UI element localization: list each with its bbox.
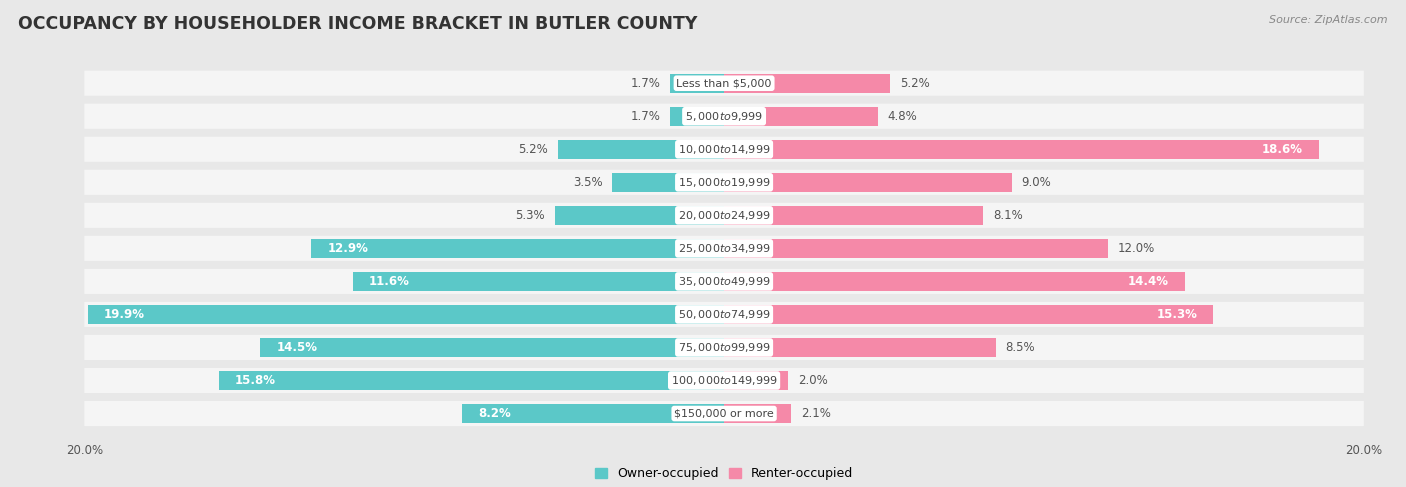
FancyBboxPatch shape	[84, 236, 1364, 261]
Text: 8.1%: 8.1%	[993, 209, 1022, 222]
Bar	[669, 107, 724, 126]
Bar	[558, 140, 724, 159]
Text: $20,000 to $24,999: $20,000 to $24,999	[678, 209, 770, 222]
Bar	[669, 74, 724, 93]
Text: 14.5%: 14.5%	[276, 341, 318, 354]
Text: 8.2%: 8.2%	[478, 407, 510, 420]
Bar	[554, 206, 724, 225]
FancyBboxPatch shape	[84, 368, 1364, 393]
Text: 18.6%: 18.6%	[1263, 143, 1303, 156]
Bar	[724, 140, 1319, 159]
Bar	[724, 305, 1213, 324]
Text: $25,000 to $34,999: $25,000 to $34,999	[678, 242, 770, 255]
Bar	[353, 272, 724, 291]
Text: $15,000 to $19,999: $15,000 to $19,999	[678, 176, 770, 189]
Bar	[260, 338, 724, 357]
Text: $50,000 to $74,999: $50,000 to $74,999	[678, 308, 770, 321]
Text: $10,000 to $14,999: $10,000 to $14,999	[678, 143, 770, 156]
Text: 1.7%: 1.7%	[630, 77, 661, 90]
Text: $100,000 to $149,999: $100,000 to $149,999	[671, 374, 778, 387]
Text: 19.9%: 19.9%	[104, 308, 145, 321]
FancyBboxPatch shape	[84, 335, 1364, 360]
Text: $5,000 to $9,999: $5,000 to $9,999	[685, 110, 763, 123]
Text: 3.5%: 3.5%	[572, 176, 603, 189]
Bar	[724, 74, 890, 93]
Bar	[724, 338, 995, 357]
FancyBboxPatch shape	[84, 269, 1364, 294]
Text: $35,000 to $49,999: $35,000 to $49,999	[678, 275, 770, 288]
Text: 5.3%: 5.3%	[516, 209, 546, 222]
Bar	[612, 173, 724, 192]
Bar	[724, 404, 792, 423]
Text: 8.5%: 8.5%	[1005, 341, 1035, 354]
Text: 14.4%: 14.4%	[1128, 275, 1168, 288]
Text: Source: ZipAtlas.com: Source: ZipAtlas.com	[1270, 15, 1388, 25]
Text: 11.6%: 11.6%	[368, 275, 411, 288]
FancyBboxPatch shape	[84, 137, 1364, 162]
Text: 2.1%: 2.1%	[801, 407, 831, 420]
Text: $75,000 to $99,999: $75,000 to $99,999	[678, 341, 770, 354]
Legend: Owner-occupied, Renter-occupied: Owner-occupied, Renter-occupied	[589, 462, 859, 485]
Text: 12.0%: 12.0%	[1118, 242, 1154, 255]
Text: OCCUPANCY BY HOUSEHOLDER INCOME BRACKET IN BUTLER COUNTY: OCCUPANCY BY HOUSEHOLDER INCOME BRACKET …	[18, 15, 697, 33]
Text: 9.0%: 9.0%	[1022, 176, 1052, 189]
FancyBboxPatch shape	[84, 203, 1364, 228]
Text: $150,000 or more: $150,000 or more	[675, 409, 773, 418]
Bar	[724, 371, 787, 390]
FancyBboxPatch shape	[84, 104, 1364, 129]
Bar	[219, 371, 724, 390]
Text: 5.2%: 5.2%	[900, 77, 929, 90]
FancyBboxPatch shape	[84, 71, 1364, 96]
Text: 5.2%: 5.2%	[519, 143, 548, 156]
Bar	[724, 173, 1012, 192]
FancyBboxPatch shape	[84, 170, 1364, 195]
Text: 4.8%: 4.8%	[887, 110, 917, 123]
Bar	[724, 107, 877, 126]
Text: 15.8%: 15.8%	[235, 374, 276, 387]
Bar	[461, 404, 724, 423]
Bar	[724, 206, 983, 225]
Text: Less than $5,000: Less than $5,000	[676, 78, 772, 88]
FancyBboxPatch shape	[84, 401, 1364, 426]
Bar	[312, 239, 724, 258]
Text: 2.0%: 2.0%	[797, 374, 827, 387]
Text: 1.7%: 1.7%	[630, 110, 661, 123]
FancyBboxPatch shape	[84, 302, 1364, 327]
Bar	[87, 305, 724, 324]
Bar	[724, 272, 1185, 291]
Text: 15.3%: 15.3%	[1157, 308, 1198, 321]
Text: 12.9%: 12.9%	[328, 242, 368, 255]
Bar	[724, 239, 1108, 258]
